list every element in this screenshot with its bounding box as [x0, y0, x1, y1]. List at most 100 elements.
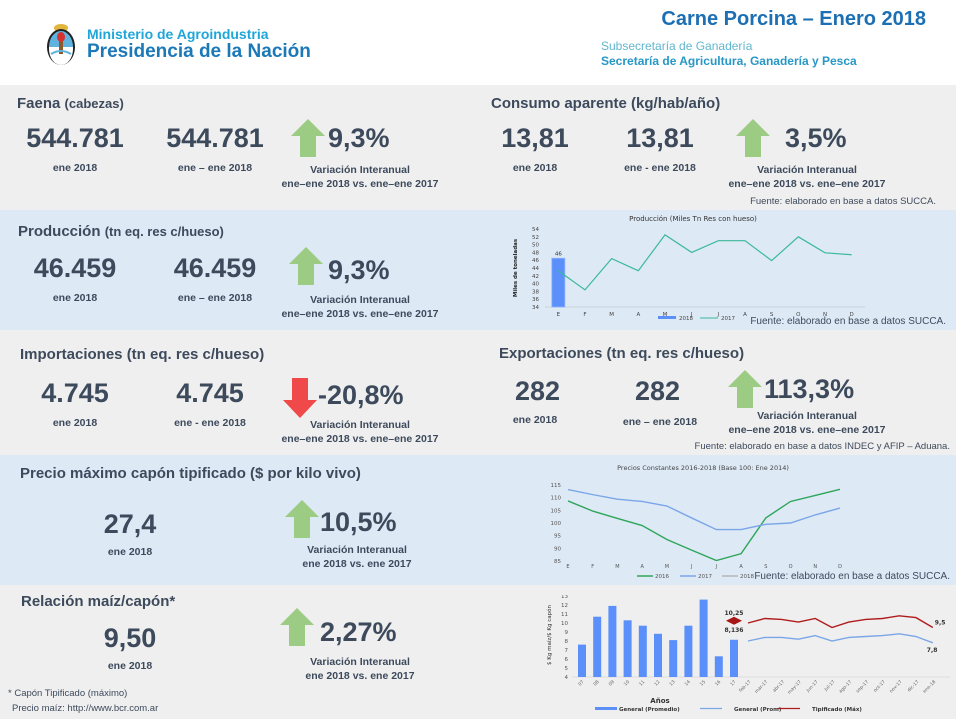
x-tick-label: F	[591, 564, 594, 570]
x-tick-label: jun-17	[805, 679, 820, 694]
y-tick-label: 105	[551, 508, 562, 514]
legend-label: Tipificado (Máx)	[812, 706, 862, 713]
exportaciones-var-label2: ene–ene 2018 vs. ene–ene 2017	[728, 424, 886, 436]
y-tick-label: 13	[561, 595, 568, 600]
bar-data-label: 46	[555, 251, 562, 257]
relacion-note2: Precio maíz: http://www.bcr.com.ar	[12, 703, 159, 714]
produccion-var-label2: ene–ene 2018 vs. ene–ene 2017	[281, 308, 439, 320]
section-import-export: Importaciones (tn eq. res c/hueso) 4.745…	[0, 330, 956, 455]
y-tick-label: 6	[565, 657, 569, 663]
relacion-value-month: 9,50	[103, 623, 157, 653]
produccion-variation: 9,3%	[328, 255, 390, 285]
precio-chart: Precios Constantes 2016-2018 (Base 100: …	[551, 464, 843, 580]
importaciones-label-month: ene 2018	[52, 417, 98, 429]
x-tick-label: nov-17	[888, 679, 903, 694]
y-tick-label: 38	[532, 289, 539, 295]
x-tick-label: J	[690, 312, 693, 318]
y-tick-label: 52	[532, 235, 539, 241]
x-tick-label: dic-17	[906, 679, 920, 693]
bar-14	[684, 625, 693, 677]
x-tick-label: 07	[577, 679, 585, 687]
y-tick-label: 42	[532, 274, 539, 280]
x-tick-label: E	[566, 564, 569, 570]
precio-var-label1: Variación Interanual	[307, 544, 407, 556]
y-tick-label: 36	[532, 297, 539, 303]
y-axis-label: Miles de toneladas	[513, 238, 519, 297]
legend-label-2018: 2018	[679, 316, 693, 322]
x-tick-label: 16	[714, 679, 722, 687]
importaciones-var-label1: Variación Interanual	[310, 419, 410, 431]
x-tick-label: S	[770, 312, 774, 318]
produccion-label-cum: ene – ene 2018	[177, 292, 253, 304]
line-2017	[567, 488, 841, 531]
y-tick-label: 5	[565, 666, 569, 672]
y-axis-label: $ Kg maíz/$ Kg capón	[546, 605, 553, 665]
x-tick-label: J	[717, 312, 720, 318]
y-tick-label: 34	[532, 305, 539, 311]
x-tick-label: 12	[653, 679, 661, 687]
x-tick-label: N	[813, 564, 817, 570]
y-tick-label: 11	[561, 612, 568, 618]
x-tick-label: S	[764, 564, 767, 570]
x-tick-label: 08	[592, 679, 600, 687]
up-arrow-icon	[280, 608, 314, 646]
y-tick-label: 40	[532, 282, 539, 288]
faena-unit: (cabezas)	[64, 96, 124, 111]
importaciones-variation: -20,8%	[318, 380, 404, 410]
x-tick-label: A	[739, 564, 743, 570]
produccion-label-month: ene 2018	[52, 292, 98, 304]
bar-16	[714, 656, 723, 677]
legend-swatch-2018	[658, 316, 676, 319]
x-tick-label: 15	[699, 679, 707, 687]
legend-label: General (Promedio)	[619, 707, 680, 713]
x-tick-label: O	[789, 564, 793, 570]
legend-label-2017: 2017	[698, 574, 712, 580]
consumo-label-cum: ene - ene 2018	[624, 162, 696, 174]
header: Ministerio de Agroindustria Presidencia …	[0, 0, 956, 85]
x-axis-label: Años	[650, 697, 669, 705]
ministry-name: Ministerio de Agroindustria	[87, 26, 269, 42]
consumo-var-label1: Variación Interanual	[757, 164, 857, 176]
precio-value-month: 27,4	[103, 509, 157, 539]
y-tick-label: 12	[561, 603, 568, 609]
produccion-title-text: Producción	[18, 223, 101, 240]
y-tick-label: 10	[561, 621, 568, 627]
presidencia-name: Presidencia de la Nación	[87, 41, 311, 62]
x-tick-label: abr-17	[771, 679, 786, 694]
consumo-var-label2: ene–ene 2018 vs. ene–ene 2017	[728, 178, 886, 190]
x-tick-label: M	[663, 312, 668, 318]
x-tick-label: F	[583, 312, 586, 318]
precio-var-label2: ene 2018 vs. ene 2017	[302, 558, 412, 570]
x-tick-label: M	[609, 312, 614, 318]
x-tick-label: 17	[729, 679, 737, 687]
produccion-source: Fuente: elaborado en base a datos SUCCA.	[750, 316, 946, 327]
section-produccion: Producción (tn eq. res c/hueso) 46.459 e…	[0, 210, 956, 330]
y-tick-label: 85	[554, 559, 561, 565]
exportaciones-label-month: ene 2018	[512, 414, 558, 426]
exportaciones-variation: 113,3%	[764, 374, 855, 404]
x-tick-label: M	[615, 564, 619, 570]
x-tick-label: 10	[623, 679, 631, 687]
y-tick-label: 8	[565, 639, 569, 645]
y-tick-label: 100	[551, 521, 562, 527]
x-tick-label: mar-17	[754, 679, 770, 695]
bar-08	[593, 616, 602, 677]
consumo-value-month: 13,81	[501, 123, 569, 153]
annotation-label: 8,136	[725, 627, 744, 634]
chart-title: Precios Constantes 2016-2018 (Base 100: …	[617, 464, 789, 472]
x-tick-label: 13	[668, 679, 676, 687]
legend-label: General (Prom)	[734, 707, 782, 713]
exportaciones-source: Fuente: elaborado en base a datos INDEC …	[694, 441, 950, 452]
x-tick-label: may-17	[786, 679, 802, 695]
y-tick-label: 110	[551, 496, 562, 502]
faena-label-month: ene 2018	[52, 162, 98, 174]
chart-title: Producción (Miles Tn Res con hueso)	[629, 215, 757, 223]
consumo-title: Consumo aparente (kg/hab/año)	[491, 95, 721, 112]
consumo-variation-label: Variación Interanual ene–ene 2018 vs. en…	[727, 163, 887, 191]
importaciones-title: Importaciones (tn eq. res c/hueso)	[20, 346, 265, 363]
faena-value-month: 544.781	[26, 123, 124, 153]
up-arrow-icon	[289, 247, 323, 285]
x-tick-label: A	[743, 312, 747, 318]
exportaciones-variation-label: Variación Interanual ene–ene 2018 vs. en…	[727, 409, 887, 437]
annotation-label: 9,5	[935, 620, 946, 627]
